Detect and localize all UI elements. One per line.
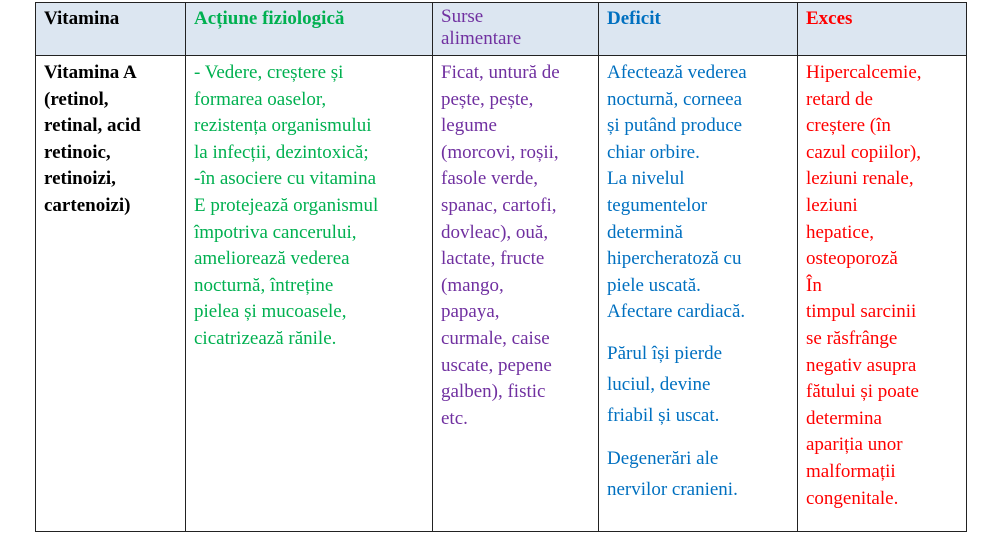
text-line: se răsfrânge — [806, 327, 898, 349]
text-line: la infecții, dezintoxică; — [194, 141, 369, 163]
header-actiune: Acțiune fiziologică — [185, 2, 433, 56]
text-line: chiar orbire. — [607, 141, 700, 163]
text-line: cartenoizi) — [44, 194, 131, 216]
text-line: Părul își pierde — [607, 342, 723, 364]
cell-exces: Hipercalcemie, retard de creștere (în cazul… — [797, 55, 967, 532]
cell-actiune: - Vedere, creștere și formarea oaselor, re… — [185, 55, 433, 532]
header-actiune-label: Acțiune fiziologică — [194, 8, 345, 29]
cell-surse: Ficat, untură de pește, pește, legume (morc… — [432, 55, 599, 532]
text-line: lactate, fructe — [441, 248, 545, 270]
text-line: Surse — [441, 6, 484, 27]
text-line: pește, pește, — [441, 88, 534, 110]
text-line: leziuni — [806, 194, 858, 216]
text-line: nocturnă, întreține — [194, 274, 334, 296]
text-line: etc. — [441, 407, 468, 429]
header-surse: Surse alimentare — [432, 2, 599, 56]
text-line: determina — [806, 407, 882, 429]
text-line: dovleac), ouă, — [441, 221, 549, 243]
deficit-paragraph-3: Degenerări ale nervilor cranieni. — [607, 443, 789, 505]
text-line: Afectare cardiacă. — [607, 301, 746, 323]
text-line: creștere (în — [806, 115, 891, 137]
text-line: și putând produce — [607, 115, 743, 137]
text-line: retinoizi, — [44, 168, 116, 190]
text-line: nervilor cranieni. — [607, 478, 738, 500]
text-line: cazul copiilor), — [806, 141, 922, 163]
header-deficit: Deficit — [598, 2, 798, 56]
text-line: Degenerări ale — [607, 447, 719, 469]
header-exces-label: Exces — [806, 8, 853, 29]
text-line: Ficat, untură de — [441, 62, 560, 83]
text-line: papaya, — [441, 301, 500, 323]
text-line: alimentare — [441, 28, 522, 49]
text-line: congenitale. — [806, 487, 899, 509]
text-line: La nivelul — [607, 168, 685, 190]
text-line: hipercheratoză cu — [607, 248, 742, 270]
text-line: apariția unor — [806, 434, 903, 456]
text-line: Vitamina A — [44, 62, 137, 83]
header-vitamina: Vitamina — [35, 2, 186, 56]
text-line: piele uscată. — [607, 274, 701, 296]
text-line: ameliorează vederea — [194, 248, 350, 270]
text-line: timpul sarcinii — [806, 301, 917, 323]
text-line: formarea oaselor, — [194, 88, 327, 110]
text-line: malformații — [806, 460, 896, 482]
text-line: nocturnă, corneea — [607, 88, 743, 110]
header-row: Vitamina Acțiune fiziologică Surse alimen… — [35, 2, 967, 56]
text-line: galben), fistic — [441, 381, 546, 403]
text-line: determină — [607, 221, 683, 243]
text-line: leziuni renale, — [806, 168, 914, 190]
deficit-paragraph-1: Afectează vederea nocturnă, corneea și put… — [607, 60, 789, 326]
text-line: osteoporoză — [806, 248, 898, 270]
text-line: retinoic, — [44, 141, 111, 163]
text-line: hepatice, — [806, 221, 875, 243]
text-line: E protejează organismul — [194, 194, 379, 216]
text-line: fătului și poate — [806, 381, 919, 403]
text-line: spanac, cartofi, — [441, 194, 557, 216]
text-line: fasole verde, — [441, 168, 539, 190]
cell-vitamina: Vitamina A (retinol, retinal, acid retinoic… — [35, 55, 186, 532]
text-line: retinal, acid — [44, 115, 141, 137]
text-line: pielea și mucoasele, — [194, 301, 347, 323]
vitamin-a-row: Vitamina A (retinol, retinal, acid retinoic… — [35, 55, 967, 532]
deficit-paragraph-2: Părul își pierde luciul, devine friabil și… — [607, 338, 789, 431]
text-line: Hipercalcemie, — [806, 62, 922, 83]
text-line: Afectează vederea — [607, 62, 747, 83]
text-line: împotriva cancerului, — [194, 221, 357, 243]
text-line: curmale, caise — [441, 327, 550, 349]
text-line: - Vedere, creștere și — [194, 62, 344, 83]
text-line: -în asociere cu vitamina — [194, 168, 377, 190]
header-deficit-label: Deficit — [607, 8, 661, 29]
text-line: luciul, devine — [607, 373, 711, 395]
text-line: (morcovi, roșii, — [441, 141, 559, 163]
text-line: friabil și uscat. — [607, 404, 720, 426]
vitamin-table: Vitamina Acțiune fiziologică Surse alimen… — [35, 2, 967, 532]
text-line: retard de — [806, 88, 873, 110]
text-line: cicatrizează rănile. — [194, 327, 337, 349]
text-line: tegumentelor — [607, 194, 708, 216]
header-exces: Exces — [797, 2, 967, 56]
cell-deficit: Afectează vederea nocturnă, corneea și put… — [598, 55, 798, 532]
text-line: (mango, — [441, 274, 504, 296]
text-line: rezistența organismului — [194, 115, 372, 137]
text-line: (retinol, — [44, 88, 109, 110]
text-line: uscate, pepene — [441, 354, 552, 376]
text-line: În — [806, 274, 822, 296]
text-line: legume — [441, 115, 497, 137]
text-line: negativ asupra — [806, 354, 917, 376]
header-vitamina-label: Vitamina — [44, 8, 120, 29]
